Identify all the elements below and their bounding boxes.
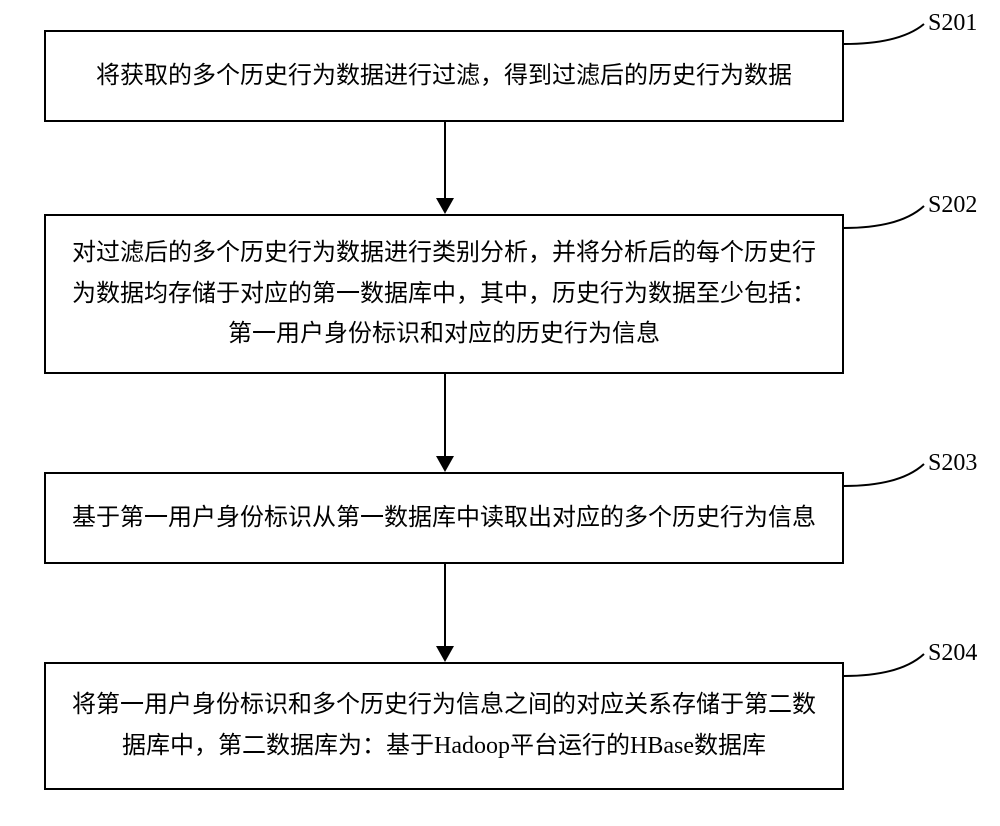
step-label-s201: S201: [928, 10, 977, 37]
step-text: 将第一用户身份标识和多个历史行为信息之间的对应关系存储于第二数据库中，第二数据库…: [62, 685, 826, 767]
arrow-line: [444, 564, 446, 646]
step-label-s202: S202: [928, 192, 977, 219]
step-box-s201: 将获取的多个历史行为数据进行过滤，得到过滤后的历史行为数据: [44, 30, 844, 122]
step-box-s204: 将第一用户身份标识和多个历史行为信息之间的对应关系存储于第二数据库中，第二数据库…: [44, 662, 844, 790]
label-connector: [844, 206, 928, 232]
step-text: 对过滤后的多个历史行为数据进行类别分析，并将分析后的每个历史行为数据均存储于对应…: [62, 233, 826, 355]
arrow-head-icon: [436, 198, 454, 214]
arrow-line: [444, 122, 446, 198]
label-connector: [844, 654, 928, 680]
step-label-s203: S203: [928, 450, 977, 477]
step-text: 将获取的多个历史行为数据进行过滤，得到过滤后的历史行为数据: [96, 56, 792, 97]
step-label-s204: S204: [928, 640, 977, 667]
flowchart-container: 将获取的多个历史行为数据进行过滤，得到过滤后的历史行为数据 S201 对过滤后的多个…: [0, 0, 1000, 826]
arrow-line: [444, 374, 446, 456]
label-connector: [844, 464, 928, 490]
label-connector: [844, 24, 928, 48]
arrow-head-icon: [436, 456, 454, 472]
arrow-head-icon: [436, 646, 454, 662]
step-box-s203: 基于第一用户身份标识从第一数据库中读取出对应的多个历史行为信息: [44, 472, 844, 564]
step-text: 基于第一用户身份标识从第一数据库中读取出对应的多个历史行为信息: [72, 498, 816, 539]
step-box-s202: 对过滤后的多个历史行为数据进行类别分析，并将分析后的每个历史行为数据均存储于对应…: [44, 214, 844, 374]
